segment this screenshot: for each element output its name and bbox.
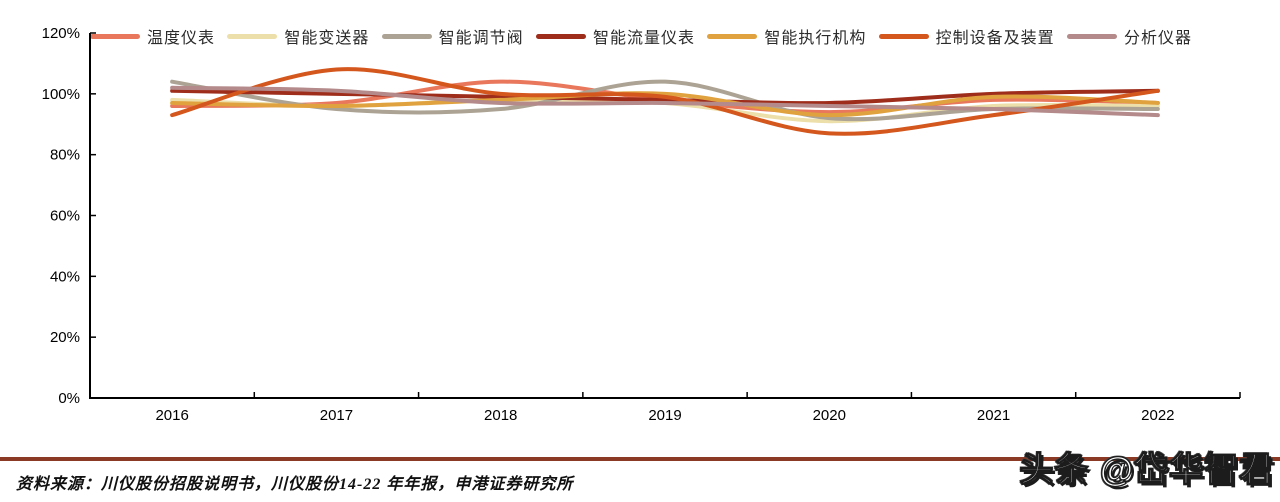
legend-line-swatch xyxy=(878,33,929,39)
legend-line-swatch xyxy=(1066,33,1117,39)
legend-label: 智能执行机构 xyxy=(764,30,867,47)
footer-divider xyxy=(0,457,1280,461)
series-line-6 xyxy=(170,85,1160,118)
y-axis-label: 80% xyxy=(50,147,80,164)
series-line-5 xyxy=(170,67,1160,136)
legend-item-5: 控制设备及装置 xyxy=(878,24,1055,48)
x-axis-label: 2022 xyxy=(1141,407,1174,424)
y-axis-label: 0% xyxy=(58,390,80,407)
x-axis-label: 2018 xyxy=(484,407,517,424)
legend-label: 控制设备及装置 xyxy=(935,30,1055,47)
series-line-3 xyxy=(170,88,1160,106)
y-axis-label: 40% xyxy=(50,268,80,285)
legend-item-6: 分析仪器 xyxy=(1066,24,1192,48)
legend-line-swatch xyxy=(535,33,586,39)
y-axis-label: 20% xyxy=(50,329,80,346)
legend-item-0: 温度仪表 xyxy=(90,24,215,48)
series-line-4 xyxy=(170,91,1160,118)
legend-line-swatch xyxy=(381,33,432,39)
x-axis-label: 2020 xyxy=(813,407,846,424)
legend-label: 分析仪器 xyxy=(1123,30,1192,47)
legend-item-3: 智能流量仪表 xyxy=(535,24,695,48)
legend-line-swatch xyxy=(707,33,758,39)
x-axis-label: 2021 xyxy=(977,407,1010,424)
legend-item-1: 智能变送器 xyxy=(227,24,369,48)
legend-item-2: 智能调节阀 xyxy=(381,24,524,48)
legend-item-4: 智能执行机构 xyxy=(707,24,866,48)
legend-label: 温度仪表 xyxy=(147,30,216,47)
legend-line-swatch xyxy=(227,33,278,39)
y-axis-label: 120% xyxy=(42,25,80,42)
y-axis-label: 60% xyxy=(50,208,80,225)
x-axis-label: 2016 xyxy=(155,407,188,424)
legend-label: 智能调节阀 xyxy=(438,30,524,47)
legend-line-swatch xyxy=(90,33,140,39)
watermark-toutiao: 头条 @岱华智君 xyxy=(1019,450,1274,489)
x-axis-label: 2019 xyxy=(648,407,681,424)
y-axis-label: 100% xyxy=(42,86,80,103)
chart-legend: 温度仪表 智能变送器 智能调节阀 智能流量仪表 智能执行机构 控制设备及装置 分析仪器 xyxy=(90,24,1192,48)
x-axis-label: 2017 xyxy=(320,407,353,424)
source-note: 资料来源：川仪股份招股说明书，川仪股份14-22 年年报，申港证券研究所 xyxy=(16,476,574,493)
legend-label: 智能流量仪表 xyxy=(592,30,695,47)
legend-label: 智能变送器 xyxy=(284,30,370,47)
